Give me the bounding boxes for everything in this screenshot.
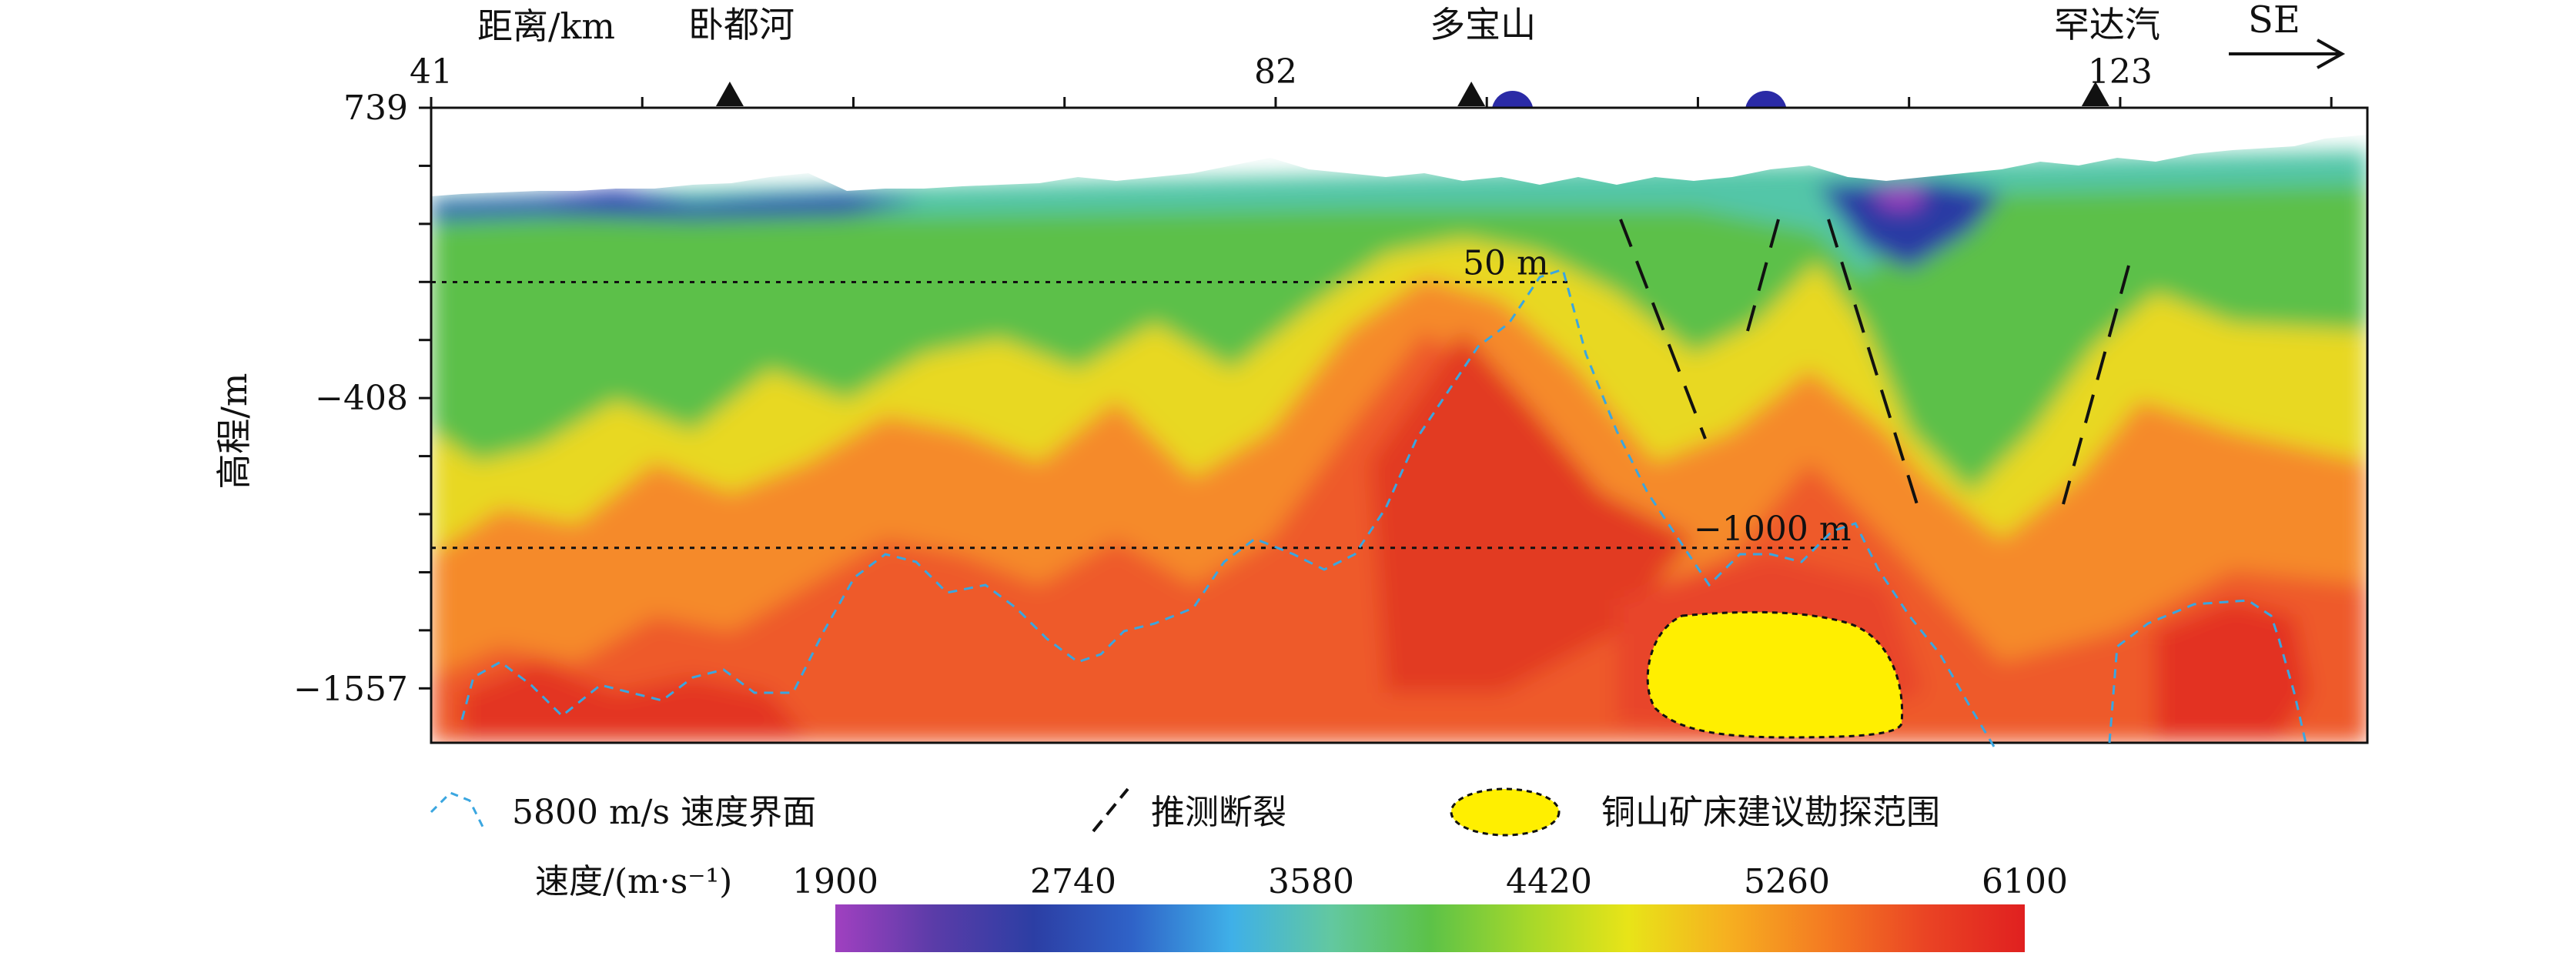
- fault-line: [2062, 265, 2130, 505]
- direction-label: SE: [2248, 0, 2300, 42]
- colorbar-tick-label: 2740: [1030, 862, 1116, 901]
- station-triangle-icon: [2081, 82, 2109, 106]
- legend-item-inferred-fault: 推测断裂: [1092, 787, 1286, 833]
- y-tick-label: −408: [315, 379, 408, 418]
- legend: 5800 m/s 速度界面 推测断裂 铜山矿床建议勘探范围: [430, 787, 1940, 837]
- colorbar-ticks: 1900 2740 3580 4420 5260 6100: [792, 862, 2068, 901]
- x-tick-label: 82: [1254, 52, 1297, 92]
- depth-line-label: −1000 m: [1694, 510, 1852, 549]
- plot-frame: [430, 106, 2369, 744]
- legend-item-exploration-target: 铜山矿床建议勘探范围: [1450, 787, 1940, 837]
- legend-label: 铜山矿床建议勘探范围: [1601, 793, 1940, 832]
- colorbar: [835, 904, 2025, 952]
- direction-arrow: [2229, 38, 2346, 69]
- fault-line: [1827, 219, 1919, 505]
- station-triangle-icon: [715, 82, 744, 106]
- x-tick-label: 41: [410, 52, 453, 92]
- plot-area: [431, 108, 2367, 743]
- legend-swatch-yellow: [1450, 787, 1561, 837]
- velocity-field: [431, 150, 2367, 743]
- velocity-interface-line: [460, 268, 1996, 747]
- colorbar-tick-label: 3580: [1268, 862, 1354, 901]
- colorbar-tick-label: 5260: [1744, 862, 1830, 901]
- inferred-faults: [1619, 219, 2130, 505]
- legend-item-velocity-interface: 5800 m/s 速度界面: [430, 791, 816, 832]
- colorbar-tick-label: 1900: [792, 862, 878, 901]
- x-tick-label: 123: [2088, 52, 2153, 92]
- legend-label: 5800 m/s 速度界面: [512, 793, 816, 832]
- colorbar-tick-label: 6100: [1982, 862, 2068, 901]
- depth-lines: 50 m −1000 m: [431, 244, 1852, 550]
- station-label: 卧都河: [688, 4, 795, 45]
- colorbar-tick-label: 4420: [1506, 862, 1592, 901]
- station-triangle-icon: [1457, 82, 1486, 106]
- velocity-interface-line-east: [2108, 599, 2307, 744]
- fault-line: [1746, 219, 1780, 332]
- colorbar-label: 速度/(m·s⁻¹): [535, 862, 732, 901]
- fault-line: [1619, 219, 1707, 440]
- x-ticks: 41 82 123: [410, 52, 2333, 108]
- y-tick-label: −1557: [293, 670, 408, 709]
- y-axis-label: 高程/m: [213, 373, 255, 489]
- stations-layer: 卧都河 多宝山 罕达汽: [688, 4, 2160, 106]
- exploration-target: [1646, 610, 1904, 739]
- legend-swatch-dashed-black: [1092, 787, 1129, 833]
- legend-label: 推测断裂: [1151, 793, 1286, 832]
- legend-swatch-dashed-blue: [430, 791, 487, 832]
- station-label: 罕达汽: [2054, 4, 2160, 45]
- depth-line-label: 50 m: [1463, 244, 1549, 283]
- station-label: 多宝山: [1430, 4, 1536, 45]
- y-ticks: 739 −408 −1557: [293, 89, 431, 709]
- y-tick-label: 739: [343, 89, 408, 128]
- x-axis-label: 距离/km: [477, 5, 615, 47]
